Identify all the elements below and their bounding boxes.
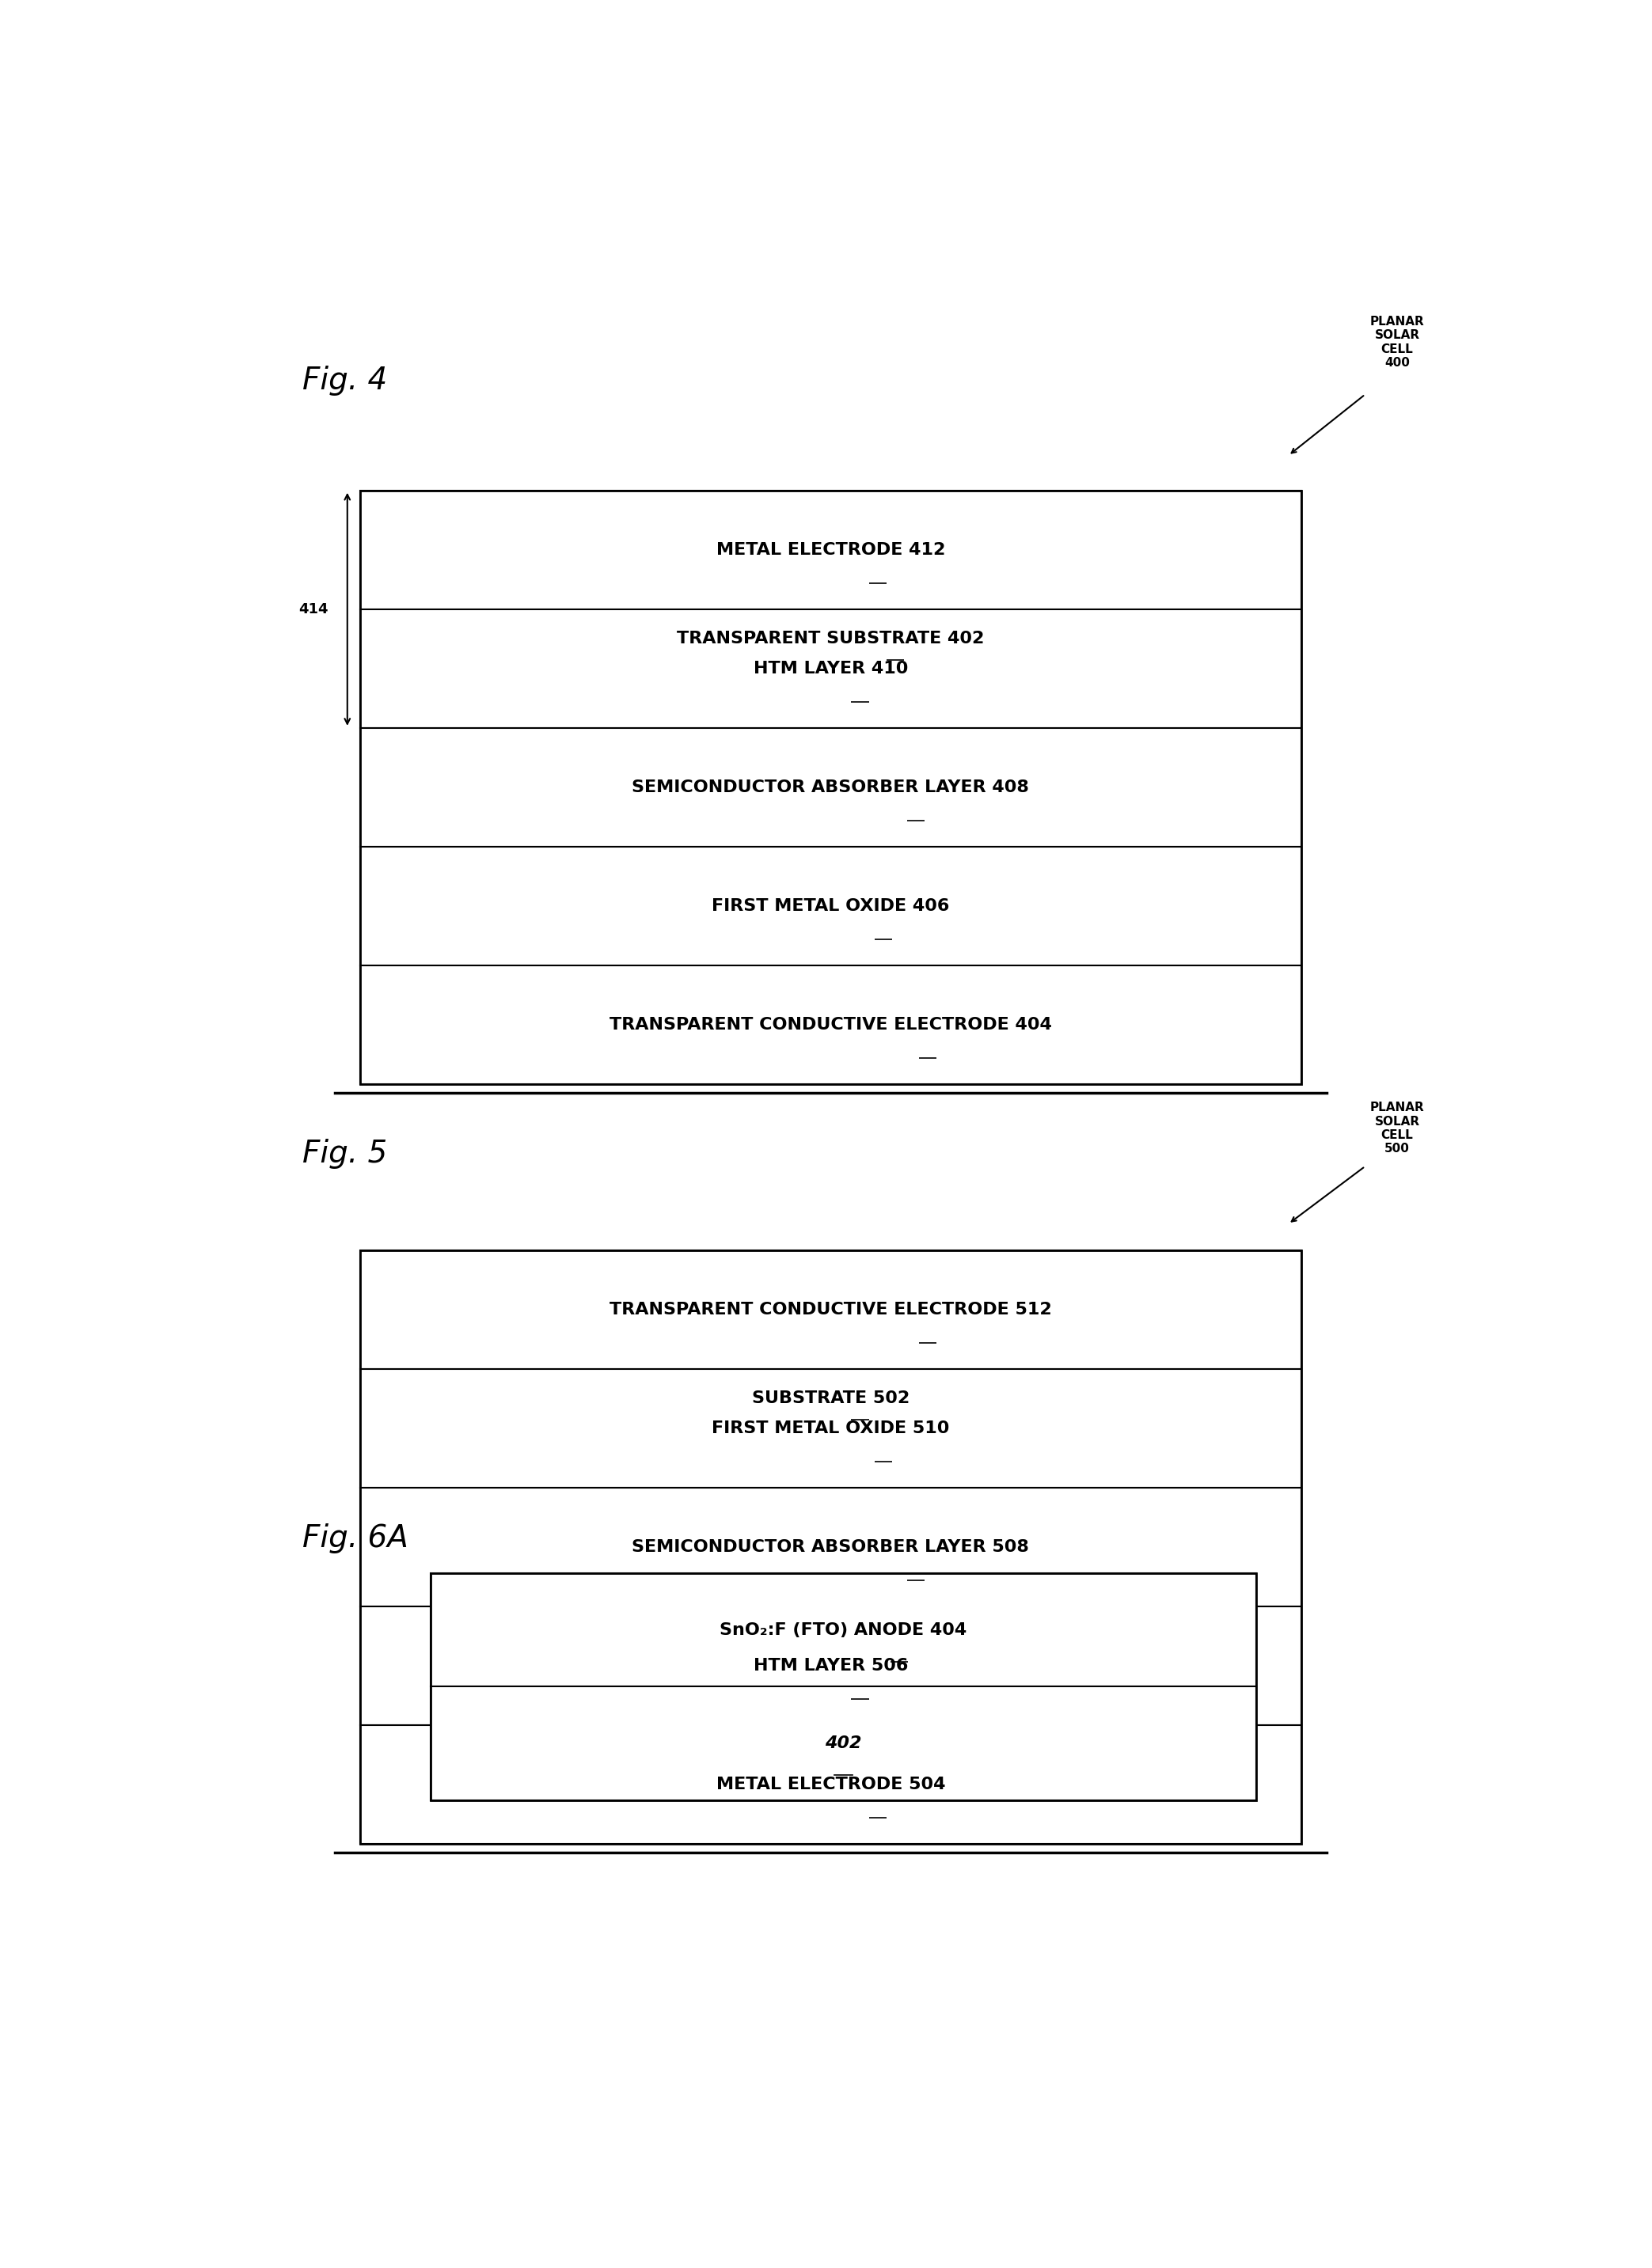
Text: SEMICONDUCTOR ABSORBER LAYER 508: SEMICONDUCTOR ABSORBER LAYER 508	[633, 1540, 1029, 1556]
Text: FIRST METAL OXIDE 406: FIRST METAL OXIDE 406	[712, 898, 950, 914]
Text: HTM LAYER 410: HTM LAYER 410	[753, 660, 909, 676]
Bar	[360, 846, 1302, 966]
Bar	[360, 966, 1302, 1084]
Text: TRANSPARENT CONDUCTIVE ELECTRODE 404: TRANSPARENT CONDUCTIVE ELECTRODE 404	[610, 1016, 1052, 1032]
Text: SnO₂:F (FTO) ANODE 404: SnO₂:F (FTO) ANODE 404	[720, 1622, 966, 1637]
Text: METAL ELECTRODE 412: METAL ELECTRODE 412	[715, 542, 945, 558]
Text: Fig. 4: Fig. 4	[302, 365, 388, 395]
Text: SUBSTRATE 502: SUBSTRATE 502	[752, 1390, 910, 1406]
Bar	[360, 1726, 1302, 1844]
Text: Fig. 6A: Fig. 6A	[302, 1524, 408, 1554]
Bar	[360, 1488, 1302, 1606]
Bar	[431, 1574, 1257, 1801]
Bar	[360, 490, 1302, 1084]
Text: 414: 414	[299, 601, 329, 617]
Text: PLANAR
SOLAR
CELL
500: PLANAR SOLAR CELL 500	[1370, 1102, 1424, 1154]
Bar	[360, 610, 1302, 728]
Text: Fig. 5: Fig. 5	[302, 1139, 388, 1168]
Text: 402: 402	[824, 1735, 862, 1751]
Bar	[360, 1370, 1302, 1488]
Text: FIRST METAL OXIDE 510: FIRST METAL OXIDE 510	[712, 1420, 950, 1436]
Text: PLANAR
SOLAR
CELL
400: PLANAR SOLAR CELL 400	[1370, 315, 1424, 370]
Text: TRANSPARENT SUBSTRATE 402: TRANSPARENT SUBSTRATE 402	[677, 631, 985, 646]
Bar	[360, 1606, 1302, 1726]
Text: HTM LAYER 506: HTM LAYER 506	[753, 1658, 909, 1674]
Text: TRANSPARENT CONDUCTIVE ELECTRODE 512: TRANSPARENT CONDUCTIVE ELECTRODE 512	[610, 1302, 1052, 1318]
Bar	[360, 1250, 1302, 1370]
Bar	[360, 728, 1302, 846]
Bar	[360, 1250, 1302, 1844]
Bar	[431, 1687, 1257, 1801]
Bar	[360, 490, 1302, 610]
Text: SEMICONDUCTOR ABSORBER LAYER 408: SEMICONDUCTOR ABSORBER LAYER 408	[633, 780, 1029, 796]
Text: METAL ELECTRODE 504: METAL ELECTRODE 504	[715, 1776, 945, 1792]
Bar	[431, 1574, 1257, 1687]
